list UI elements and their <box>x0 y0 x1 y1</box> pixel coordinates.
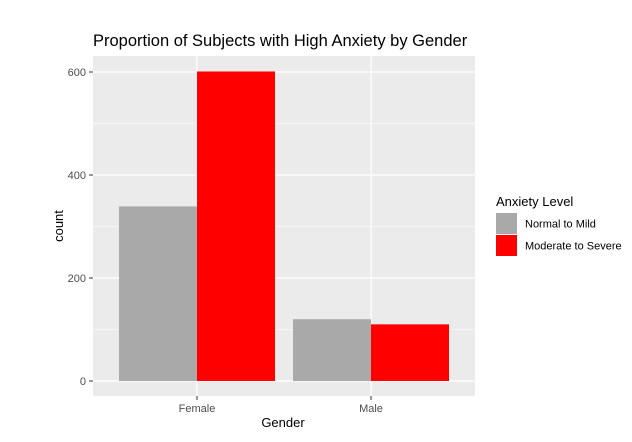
x-axis: Female Male <box>179 396 383 415</box>
chart-title: Proportion of Subjects with High Anxiety… <box>93 32 468 50</box>
y-tick-label: 600 <box>68 67 86 79</box>
legend-title: Anxiety Level <box>496 194 573 209</box>
y-axis-label: count <box>51 210 66 242</box>
bar-male-normal-to-mild <box>293 319 371 381</box>
x-tick-label: Male <box>359 403 383 415</box>
y-tick-label: 200 <box>68 273 86 285</box>
bar-female-normal-to-mild <box>119 206 197 381</box>
bar-female-moderate-to-severe <box>197 71 275 382</box>
y-tick-label: 400 <box>68 170 86 182</box>
y-axis: 0 200 400 600 <box>68 67 93 388</box>
bar-male-moderate-to-severe <box>371 324 449 381</box>
bars <box>119 71 449 382</box>
x-axis-label: Gender <box>261 415 305 430</box>
legend-key-moderate-to-severe <box>496 235 517 256</box>
legend-label: Normal to Mild <box>525 219 596 231</box>
y-tick-label: 0 <box>80 376 86 388</box>
x-tick-label: Female <box>179 403 216 415</box>
legend: Anxiety Level Normal to Mild Moderate to … <box>496 194 622 256</box>
legend-label: Moderate to Severe <box>525 241 622 253</box>
legend-key-normal-to-mild <box>496 213 517 234</box>
